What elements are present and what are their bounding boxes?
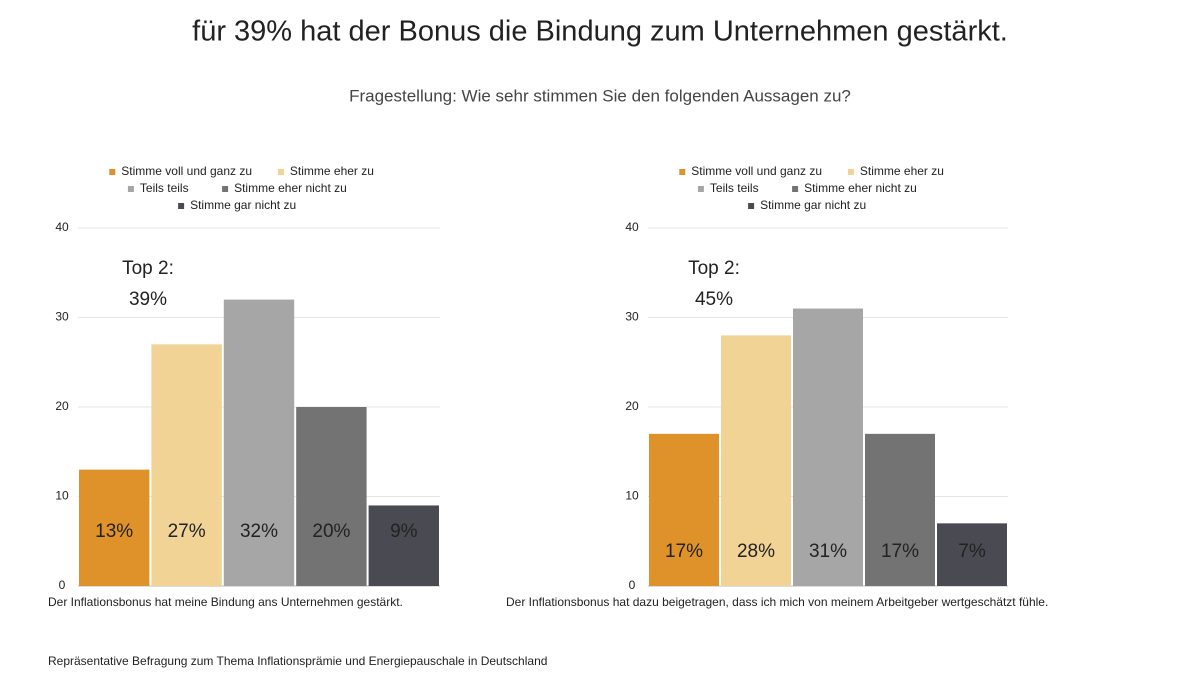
footnote: Repräsentative Befragung zum Thema Infla… (48, 654, 547, 668)
bar (223, 299, 295, 586)
legend-label: Stimme voll und ganz zu (121, 164, 252, 178)
bar (79, 469, 150, 586)
legend-label: Stimme eher nicht zu (804, 181, 917, 195)
bar (721, 335, 791, 586)
legend-label: Teils teils (710, 181, 759, 195)
annotation: Top 2: (688, 258, 740, 279)
legend-label: Stimme gar nicht zu (760, 198, 866, 212)
value-label: 17% (881, 541, 919, 562)
x-category-label: Der Inflationsbonus hat meine Bindung an… (48, 595, 403, 609)
y-tick-label: 0 (629, 578, 636, 592)
y-tick-label: 30 (55, 310, 69, 324)
y-tick-label: 30 (625, 310, 639, 324)
subtitle: Fragestellung: Wie sehr stimmen Sie den … (349, 86, 851, 105)
x-category-label: Der Inflationsbonus hat dazu beigetragen… (506, 595, 1048, 609)
y-tick-label: 10 (55, 489, 69, 503)
bar (368, 505, 439, 586)
y-tick-label: 20 (55, 399, 69, 413)
y-tick-label: 40 (625, 220, 639, 234)
legend-swatch (178, 203, 185, 209)
title: für 39% hat der Bonus die Bindung zum Un… (192, 16, 1008, 48)
legend-label: Stimme voll und ganz zu (691, 164, 822, 178)
bar (865, 433, 935, 586)
legend-swatch (748, 203, 755, 209)
value-label: 31% (809, 541, 847, 562)
legend-label: Stimme eher nicht zu (234, 181, 347, 195)
value-label: 13% (95, 521, 133, 542)
annotation: Top 2: (122, 258, 174, 279)
legend-swatch (277, 169, 284, 175)
legend-swatch (222, 186, 229, 192)
value-label: 9% (390, 521, 418, 542)
value-label: 7% (958, 541, 986, 562)
y-tick-label: 20 (625, 399, 639, 413)
legend-swatch (847, 169, 854, 175)
legend-label: Stimme eher zu (860, 164, 944, 178)
value-label: 17% (665, 541, 703, 562)
legend-label: Stimme gar nicht zu (190, 198, 296, 212)
bar (793, 308, 863, 586)
y-tick-label: 10 (625, 489, 639, 503)
legend-swatch (127, 186, 134, 192)
legend-swatch (697, 186, 704, 192)
bar (296, 407, 367, 586)
legend-label: Stimme eher zu (290, 164, 374, 178)
bar (649, 433, 719, 586)
value-label: 32% (240, 521, 278, 542)
legend-label: Teils teils (140, 181, 189, 195)
value-label: 28% (737, 541, 775, 562)
value-label: 20% (312, 521, 350, 542)
legend-swatch (792, 186, 799, 192)
legend-swatch (109, 169, 116, 175)
legend-swatch (679, 169, 686, 175)
annotation: 45% (695, 289, 733, 310)
value-label: 27% (168, 521, 206, 542)
bar (937, 523, 1007, 586)
annotation: 39% (129, 289, 167, 310)
y-tick-label: 40 (55, 220, 69, 234)
y-tick-label: 0 (59, 578, 66, 592)
bar (151, 344, 222, 586)
